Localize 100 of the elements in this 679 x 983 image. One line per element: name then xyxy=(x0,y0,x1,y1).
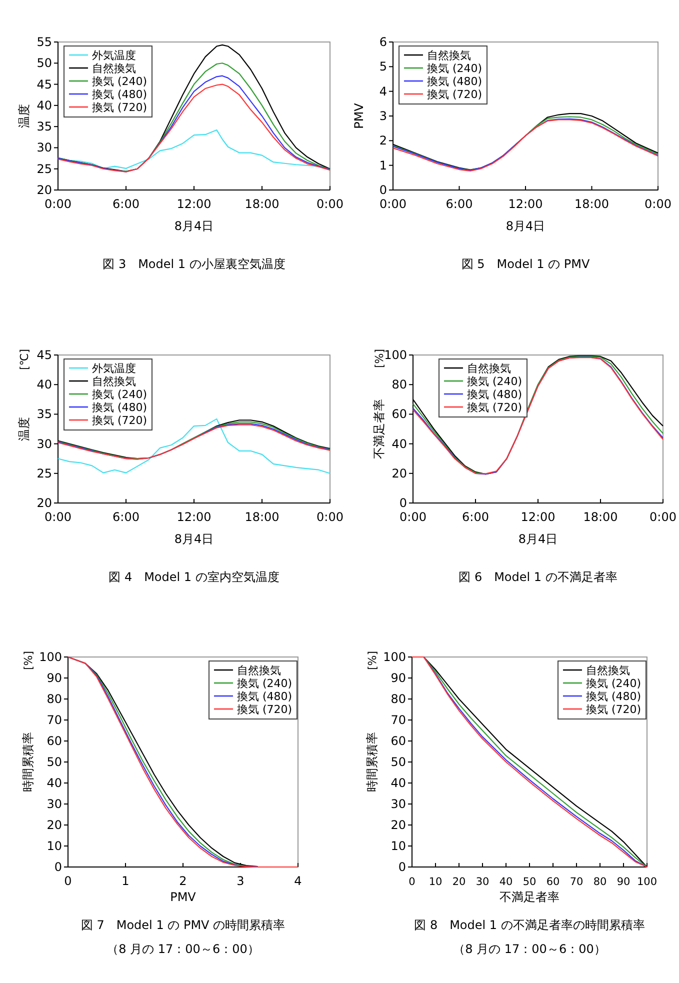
legend-label: 換気 (720) xyxy=(237,703,292,716)
y-tick-label: 0 xyxy=(399,496,407,510)
x-axis-title: 不満足者率 xyxy=(500,890,560,904)
legend-label: 換気 (240) xyxy=(586,677,642,690)
x-tick-label: 40 xyxy=(499,876,513,888)
y-axis-title: 不満足者率 xyxy=(372,399,386,459)
x-tick-label: 18:00 xyxy=(244,197,280,211)
x-tick-label: 12:00 xyxy=(508,197,543,211)
y-tick-label: 25 xyxy=(36,162,52,176)
x-tick-label: 0:00 xyxy=(380,197,406,211)
legend-label: 自然換気 xyxy=(467,362,511,375)
y-tick-label: 0 xyxy=(379,183,387,197)
x-tick-label: 100 xyxy=(636,876,658,888)
y-tick-label: 60 xyxy=(390,734,406,748)
text: 図 4 Model 1 の室内空気温度 xyxy=(108,570,280,584)
y-tick-label: 10 xyxy=(46,839,62,853)
x-tick-label: 70 xyxy=(570,876,584,888)
legend-label: 換気 (240) xyxy=(92,388,148,401)
legend-label: 自然換気 xyxy=(427,49,471,62)
text: [℃] xyxy=(18,349,31,370)
legend-label: 自然換気 xyxy=(237,664,281,677)
x-tick-label: 4 xyxy=(294,874,302,888)
text: 図 6 Model 1 の不満足者率 xyxy=(458,570,618,584)
y-tick-label: 40 xyxy=(36,98,52,112)
text: 図 7 Model 1 の PMV の時間累積率 xyxy=(80,918,286,932)
x-tick-label: 10 xyxy=(428,876,442,888)
text: 図 3 Model 1 の小屋裏空気温度 xyxy=(102,257,286,271)
y-tick-label: 40 xyxy=(392,436,407,451)
y-tick-label: 45 xyxy=(36,77,52,92)
x-tick-label: 0:00 xyxy=(650,510,676,524)
x-tick-label: 0:00 xyxy=(44,510,72,524)
x-axis-title: PMV xyxy=(170,890,197,904)
legend-label: 換気 (720) xyxy=(467,401,522,414)
x-tick-label: 12:00 xyxy=(176,510,212,524)
x-tick-label: 12:00 xyxy=(176,197,212,211)
y-axis-title: 時間累積率 xyxy=(21,732,35,792)
text: [%] xyxy=(22,651,35,670)
y-tick-label: 1 xyxy=(379,158,387,172)
x-tick-label: 0:00 xyxy=(316,197,344,211)
text: （8 月の 17：00～6：00） xyxy=(453,942,606,956)
y-axis-title: PMV xyxy=(352,102,366,129)
y-tick-label: 50 xyxy=(390,755,406,769)
y-tick-label: 60 xyxy=(46,734,62,748)
legend-label: 換気 (720) xyxy=(92,414,148,427)
legend-label: 換気 (480) xyxy=(586,690,642,703)
y-tick-label: 20 xyxy=(36,496,52,510)
y-axis-title: 温度 xyxy=(17,104,31,128)
x-tick-label: 80 xyxy=(593,876,607,888)
y-tick-label: 3 xyxy=(379,109,387,123)
legend-label: 換気 (480) xyxy=(92,401,148,414)
y-tick-label: 35 xyxy=(36,120,52,134)
x-tick-label: 6:00 xyxy=(446,197,473,211)
x-tick-label: 90 xyxy=(616,876,630,888)
y-tick-label: 80 xyxy=(46,692,62,706)
y-tick-label: 30 xyxy=(36,436,52,451)
y-tick-label: 50 xyxy=(46,755,62,769)
y-tick-label: 45 xyxy=(36,348,52,362)
y-tick-label: 35 xyxy=(36,407,52,422)
x-tick-label: 60 xyxy=(546,876,560,888)
legend-label: 換気 (720) xyxy=(586,703,642,716)
y-tick-label: 20 xyxy=(392,466,407,480)
x-tick-label: 0 xyxy=(408,876,416,888)
x-axis-title: 8月4日 xyxy=(506,219,546,233)
y-tick-label: 100 xyxy=(383,650,406,664)
x-tick-label: 6:00 xyxy=(112,510,140,524)
y-tick-label: 0 xyxy=(54,860,62,874)
legend-label: 換気 (480) xyxy=(427,75,482,88)
x-tick-label: 0:00 xyxy=(316,510,344,524)
y-tick-label: 6 xyxy=(379,35,387,49)
x-axis-title: 8月4日 xyxy=(174,532,214,546)
text: [%] xyxy=(366,651,379,670)
y-tick-label: 100 xyxy=(39,650,62,664)
text: 図 5 Model 1 の PMV xyxy=(461,257,590,271)
y-tick-label: 40 xyxy=(46,776,62,790)
y-tick-label: 50 xyxy=(36,56,52,70)
y-tick-label: 10 xyxy=(390,839,406,853)
legend-label: 換気 (480) xyxy=(467,388,522,401)
y-tick-label: 100 xyxy=(384,348,407,362)
x-tick-label: 12:00 xyxy=(520,510,556,524)
x-tick-label: 6:00 xyxy=(112,197,140,211)
x-tick-label: 0:00 xyxy=(644,197,672,211)
x-tick-label: 1 xyxy=(122,874,130,888)
legend-label: 換気 (480) xyxy=(237,690,292,703)
x-tick-label: 0:00 xyxy=(44,197,72,211)
y-tick-label: 90 xyxy=(390,671,406,685)
x-tick-label: 20 xyxy=(452,876,466,888)
y-tick-label: 5 xyxy=(379,60,387,74)
text: （8 月の 17：00～6：00） xyxy=(106,942,260,956)
y-axis-title: 温度 xyxy=(17,417,31,441)
legend-label: 換気 (480) xyxy=(92,88,148,101)
x-axis-title: 8月4日 xyxy=(518,532,558,546)
x-tick-label: 50 xyxy=(522,876,536,888)
x-tick-label: 2 xyxy=(179,874,187,888)
legend-label: 自然換気 xyxy=(92,62,136,75)
x-tick-label: 18:00 xyxy=(244,510,280,524)
y-tick-label: 40 xyxy=(36,378,52,392)
legend-label: 換気 (240) xyxy=(237,677,292,690)
y-tick-label: 4 xyxy=(379,84,387,98)
y-tick-label: 90 xyxy=(46,671,62,685)
y-tick-label: 20 xyxy=(46,818,62,832)
